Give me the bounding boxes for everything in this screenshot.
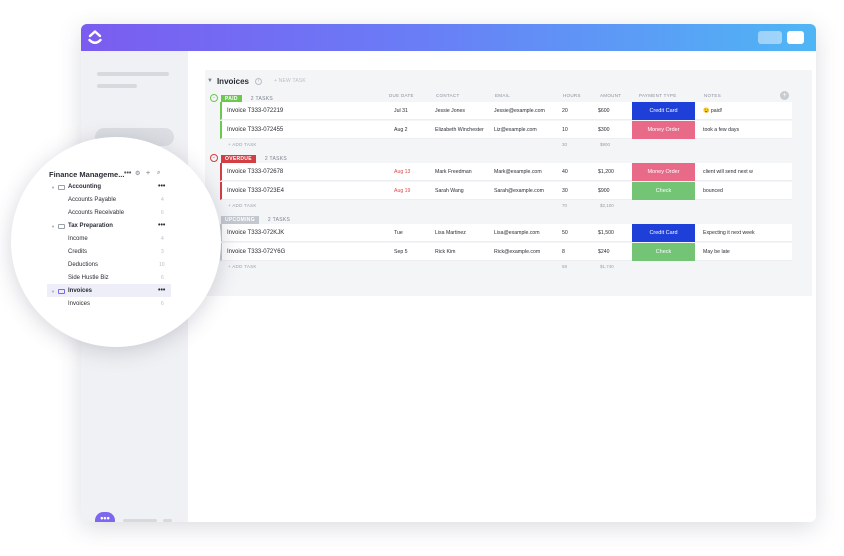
chevron-down-icon[interactable]: ▼ [207, 78, 213, 84]
page-title: Invoices [216, 76, 249, 86]
list-item[interactable]: Deductions [68, 262, 99, 268]
folder-icon [58, 224, 65, 229]
clickup-logo-icon[interactable] [87, 28, 103, 47]
folder-accounting[interactable]: Accounting [68, 184, 101, 190]
folder-icon [58, 185, 65, 190]
more-icon[interactable]: ••• [158, 222, 166, 229]
sidebar-placeholder [163, 519, 172, 522]
sidebar-placeholder [123, 519, 157, 522]
plus-icon[interactable]: + [146, 170, 151, 177]
list-panel: ▼ Invoices i + NEW TASK [205, 70, 812, 296]
list-item[interactable]: Income [68, 236, 88, 242]
sidebar-zoom: Finance Manageme... ••• ⚙ + ⌕ ▼ Accounti… [11, 137, 221, 347]
folder-invoices[interactable]: Invoices [68, 288, 93, 294]
new-task-button[interactable]: + NEW TASK [273, 78, 306, 84]
item-count: 4 [161, 236, 164, 242]
list-item[interactable]: Accounts Receivable [68, 210, 125, 216]
list-item[interactable]: Accounts Payable [68, 197, 117, 203]
caret-icon[interactable]: ▼ [51, 289, 55, 294]
caret-icon[interactable]: ▼ [51, 224, 55, 229]
more-icon[interactable]: ••• [158, 287, 166, 294]
more-icon[interactable]: ••• [124, 170, 132, 177]
topbar-button[interactable] [787, 31, 804, 44]
item-count: 6 [161, 275, 164, 281]
folder-tax-preparation[interactable]: Tax Preparation [68, 223, 113, 229]
more-icon[interactable]: ••• [158, 183, 166, 190]
search-icon[interactable]: ⌕ [157, 170, 161, 176]
chat-bubble-icon[interactable]: ••• [95, 512, 115, 522]
info-icon[interactable]: i [254, 77, 262, 85]
topbar-button[interactable] [758, 31, 782, 44]
item-count: 10 [159, 262, 165, 268]
folder-icon [58, 289, 65, 294]
caret-icon[interactable]: ▼ [51, 185, 55, 190]
sidebar-placeholder [97, 72, 169, 76]
main-content: ▼ Invoices i + NEW TASK [188, 51, 816, 522]
list-item[interactable]: Invoices [68, 301, 91, 307]
top-bar [81, 24, 816, 51]
item-count: 6 [161, 301, 164, 307]
active-item-highlight [47, 284, 171, 297]
list-item[interactable]: Credits [68, 249, 88, 255]
list-header: ▼ Invoices i + NEW TASK [207, 75, 306, 87]
item-count: 3 [161, 249, 164, 255]
space-title[interactable]: Finance Manageme... [49, 170, 125, 179]
sidebar-placeholder [97, 84, 137, 88]
item-count: 6 [161, 210, 164, 216]
item-count: 4 [161, 197, 164, 203]
gear-icon[interactable]: ⚙ [135, 171, 141, 177]
list-item[interactable]: Side Hustle Biz [68, 275, 109, 281]
